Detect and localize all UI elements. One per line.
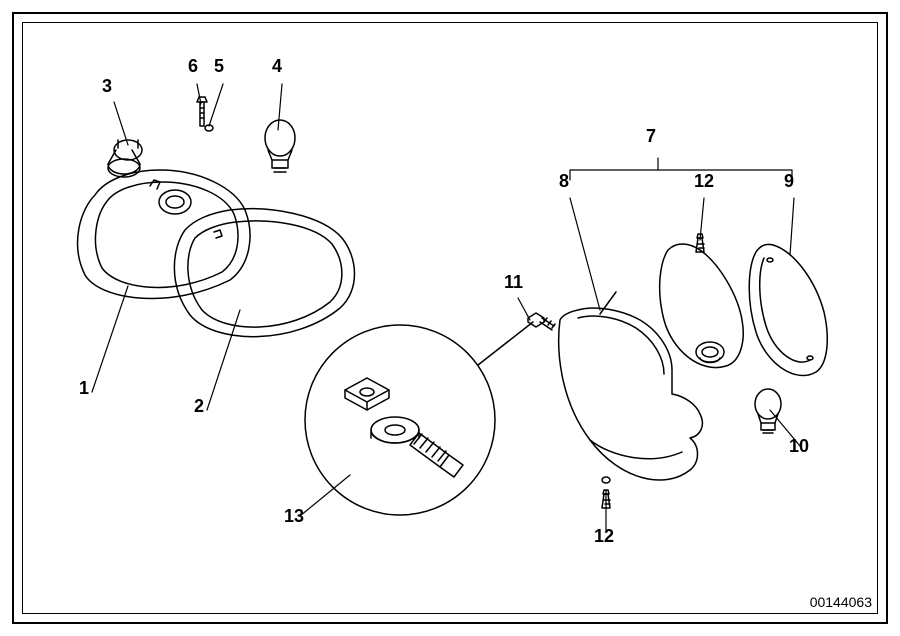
part-1-housing — [78, 170, 250, 299]
part-13-bolt — [410, 433, 463, 477]
callout-12a: 12 — [694, 171, 714, 192]
part-11-nut — [528, 313, 555, 330]
callout-7: 7 — [646, 126, 656, 147]
part-9-lens — [749, 244, 827, 375]
part-8-bracket — [559, 292, 703, 483]
callout-13: 13 — [284, 506, 304, 527]
diagram-svg — [0, 0, 900, 636]
part-6-screw — [197, 97, 207, 126]
callout-4: 4 — [272, 56, 282, 77]
part-7-inner — [660, 244, 744, 368]
callout-8: 8 — [559, 171, 569, 192]
callout-10: 10 — [789, 436, 809, 457]
callout-9: 9 — [784, 171, 794, 192]
detail-leader — [478, 322, 533, 365]
callout-2: 2 — [194, 396, 204, 417]
part-10-bulb — [755, 389, 781, 433]
leaders — [92, 84, 800, 530]
callout-5: 5 — [214, 56, 224, 77]
callout-12b: 12 — [594, 526, 614, 547]
part-13-washer — [371, 417, 419, 443]
callout-6: 6 — [188, 56, 198, 77]
part-13-nut — [345, 378, 389, 410]
diagram-id: 00144063 — [810, 594, 872, 610]
detail-circle — [305, 325, 495, 515]
callout-7-bracket — [570, 158, 792, 180]
callout-11: 11 — [504, 272, 523, 293]
callout-3: 3 — [102, 76, 112, 97]
callout-1: 1 — [79, 378, 89, 399]
part-4-bulb — [265, 120, 295, 172]
part-2-lens — [174, 209, 354, 337]
